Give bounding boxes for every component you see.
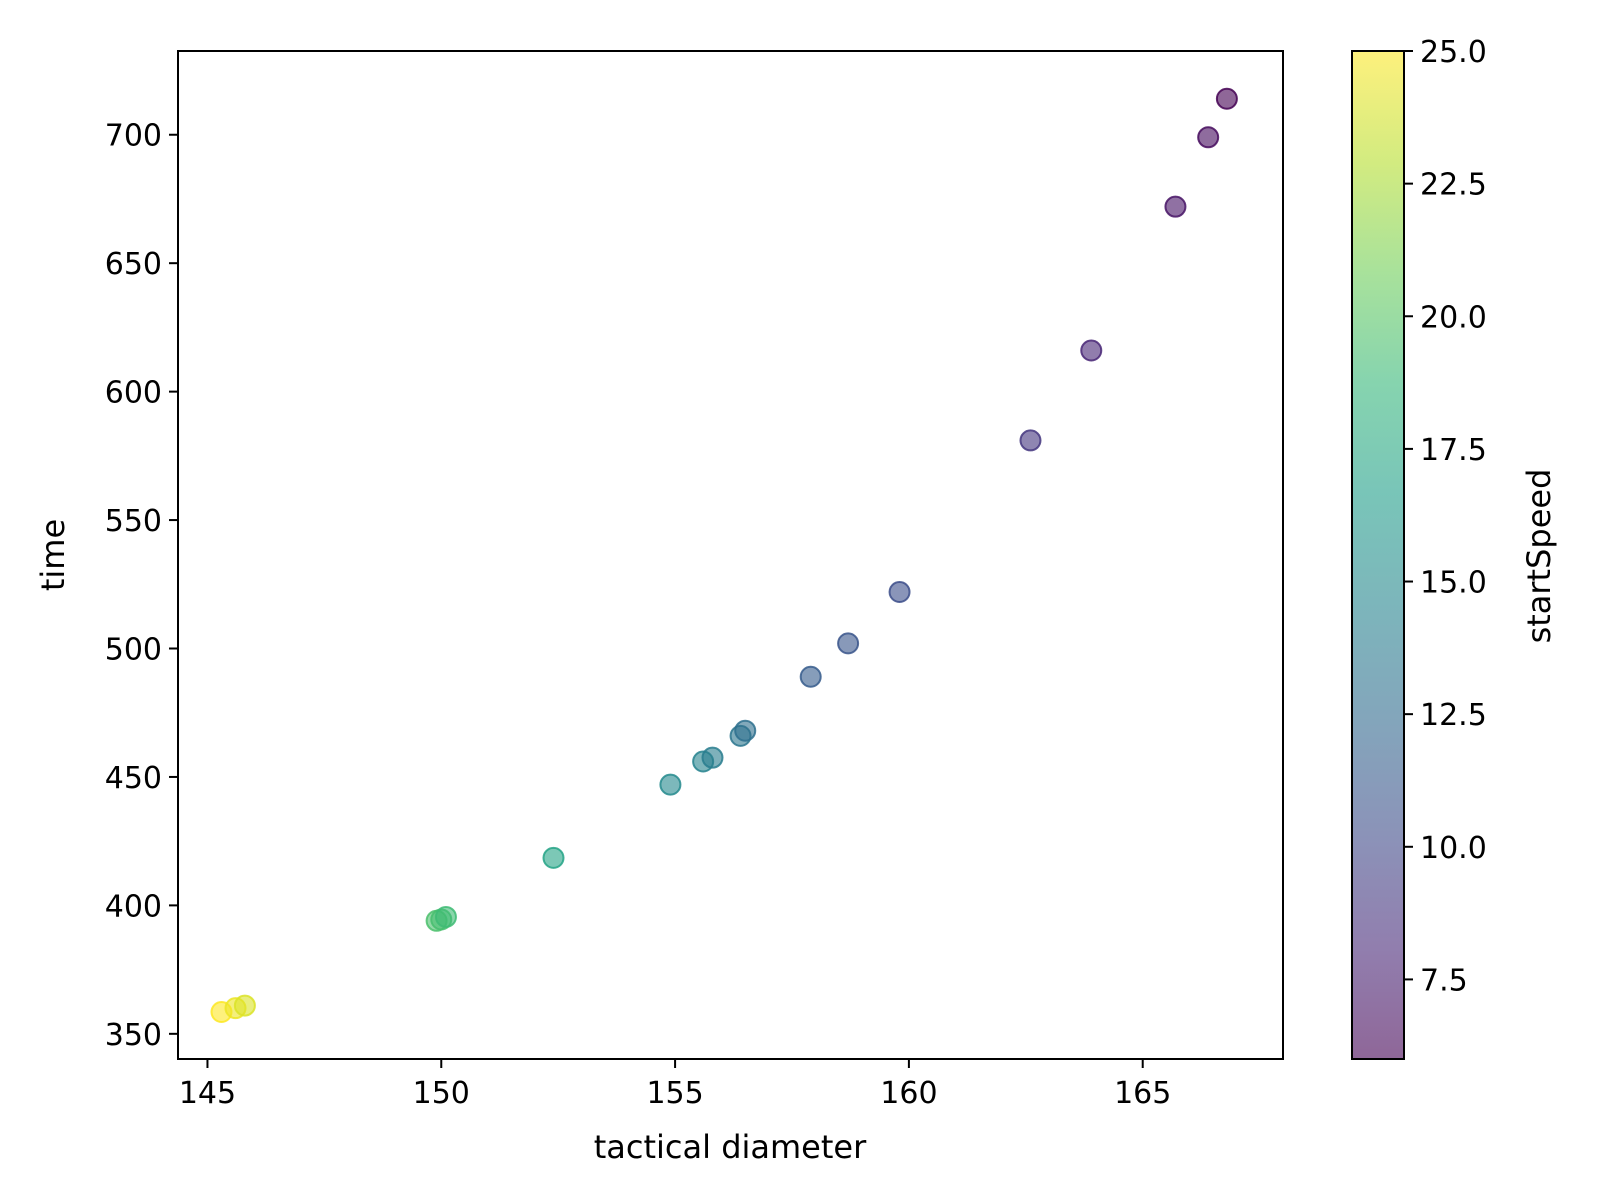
x-tick-label: 150 <box>413 1076 470 1111</box>
data-points <box>210 87 1238 1023</box>
colorbar-ticks: 7.5 10.0 12.5 15.0 17.5 20.0 22.5 25.0 <box>1404 35 1487 998</box>
y-axis: 350 400 450 500 550 600 650 700 <box>105 119 178 1053</box>
colorbar-tick-label: 15.0 <box>1420 566 1487 601</box>
colorbar-gradient <box>1352 51 1404 1059</box>
y-tick-label: 400 <box>105 889 162 924</box>
y-tick-label: 350 <box>105 1018 162 1053</box>
colorbar-label: startSpeed <box>1520 469 1558 644</box>
scatter-point <box>1197 126 1220 149</box>
scatter-point <box>434 905 457 928</box>
scatter-point <box>837 632 860 655</box>
scatter-point <box>542 846 565 869</box>
y-tick-label: 450 <box>105 761 162 796</box>
x-axis-label: tactical diameter <box>594 1128 867 1166</box>
scatter-point <box>799 665 822 688</box>
x-tick-label: 160 <box>880 1076 937 1111</box>
y-tick-label: 550 <box>105 504 162 539</box>
colorbar-frame <box>1351 50 1405 1060</box>
plot-frame <box>177 50 1284 1060</box>
y-tick-label: 650 <box>105 247 162 282</box>
colorbar-tick-label: 12.5 <box>1420 698 1487 733</box>
colorbar-tick-label: 10.0 <box>1420 831 1487 866</box>
x-tick-label: 155 <box>646 1076 703 1111</box>
colorbar-tick-label: 22.5 <box>1420 168 1487 203</box>
y-tick-label: 500 <box>105 633 162 668</box>
x-tick-label: 145 <box>179 1076 236 1111</box>
scatter-point <box>1019 429 1042 452</box>
scatter-point <box>233 994 256 1017</box>
scatter-point <box>888 580 911 603</box>
colorbar-tick-label: 7.5 <box>1420 963 1468 998</box>
scatter-point <box>659 773 682 796</box>
scatter-point <box>734 719 757 742</box>
scatter-point <box>1080 339 1103 362</box>
x-tick-label: 165 <box>1114 1076 1171 1111</box>
scatter-point <box>701 746 724 769</box>
scatter-point <box>1164 195 1187 218</box>
y-tick-label: 700 <box>105 119 162 154</box>
colorbar-tick-label: 17.5 <box>1420 433 1487 468</box>
x-axis: 145 150 155 160 165 <box>179 1059 1171 1111</box>
scatter-point <box>1215 87 1238 110</box>
y-axis-label: time <box>34 519 72 591</box>
colorbar-tick-label: 25.0 <box>1420 35 1487 70</box>
colorbar: 7.5 10.0 12.5 15.0 17.5 20.0 22.5 25.0 startSpe… <box>1351 35 1558 1060</box>
y-tick-label: 600 <box>105 376 162 411</box>
colorbar-tick-label: 20.0 <box>1420 300 1487 335</box>
